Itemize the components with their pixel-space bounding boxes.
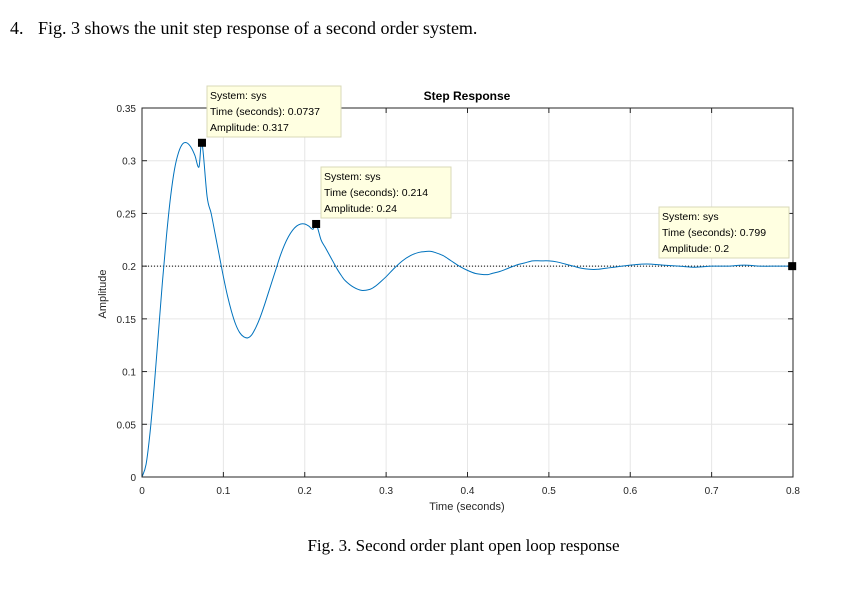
chart-title: Step Response bbox=[424, 89, 511, 103]
y-tick-label: 0.05 bbox=[117, 420, 137, 431]
axes bbox=[141, 107, 794, 478]
question-body: Fig. 3 shows the unit step response of a… bbox=[38, 18, 478, 38]
x-tick-label: 0.1 bbox=[216, 486, 230, 497]
datatip-marker bbox=[197, 138, 206, 147]
datatip-line: System: sys bbox=[210, 90, 267, 102]
x-tick-label: 0.5 bbox=[542, 486, 556, 497]
x-tick-label: 0.4 bbox=[461, 486, 475, 497]
datatip-box bbox=[206, 85, 342, 138]
step-response-chart: 0 0.1 0.2 0.3 0.4 0.5 0.6 0.7 0.8 0 0.05 0.1 0.15 0.2… bbox=[97, 85, 801, 513]
datatip-box bbox=[658, 206, 790, 259]
y-tick-label: 0.25 bbox=[117, 209, 137, 220]
x-tick-label: 0.6 bbox=[623, 486, 637, 497]
x-tick-label: 0 bbox=[139, 486, 145, 497]
y-axis-label: Amplitude bbox=[97, 270, 109, 319]
x-tick-label: 0.7 bbox=[705, 486, 719, 497]
figure-caption: Fig. 3. Second order plant open loop res… bbox=[307, 536, 620, 555]
datatip-line: System: sys bbox=[662, 211, 719, 223]
x-tick-label: 0.3 bbox=[379, 486, 393, 497]
step-response-curve bbox=[141, 141, 795, 478]
x-axis-label: Time (seconds) bbox=[429, 501, 504, 513]
datatip-line: Amplitude: 0.2 bbox=[662, 243, 729, 255]
y-tick-label: 0.1 bbox=[122, 368, 136, 379]
datatip-line: Time (seconds): 0.799 bbox=[662, 227, 766, 239]
grid bbox=[142, 108, 793, 477]
datatip-line: Time (seconds): 0.214 bbox=[324, 187, 428, 199]
x-tick-label: 0.2 bbox=[298, 486, 312, 497]
datatip-line: Amplitude: 0.24 bbox=[324, 203, 397, 215]
y-tick-label: 0.35 bbox=[117, 104, 137, 115]
datatip-line: Time (seconds): 0.0737 bbox=[210, 106, 320, 118]
datatip-box bbox=[320, 166, 452, 219]
datatip: System: sys Time (seconds): 0.799 Amplitud… bbox=[658, 206, 797, 271]
datatip-marker bbox=[312, 219, 321, 228]
question-text: 4. Fig. 3 shows the unit step response of… bbox=[10, 18, 477, 39]
datatip-line: System: sys bbox=[324, 171, 381, 183]
tick-labels: 0 0.1 0.2 0.3 0.4 0.5 0.6 0.7 0.8 0 0.05 0.1 0.15 0.2… bbox=[117, 104, 801, 497]
y-tick-label: 0.15 bbox=[117, 315, 137, 326]
question-number: 4. bbox=[10, 18, 24, 38]
datatip-marker bbox=[788, 262, 797, 271]
datatip-line: Amplitude: 0.317 bbox=[210, 122, 289, 134]
curve-layer bbox=[141, 141, 795, 478]
y-tick-label: 0.3 bbox=[122, 157, 136, 168]
datatip: System: sys Time (seconds): 0.0737 Amplitu… bbox=[197, 85, 342, 147]
y-tick-label: 0.2 bbox=[122, 262, 136, 273]
datatips: System: sys Time (seconds): 0.0737 Amplitu… bbox=[197, 85, 797, 271]
x-tick-label: 0.8 bbox=[786, 486, 800, 497]
y-tick-label: 0 bbox=[130, 473, 136, 484]
datatip: System: sys Time (seconds): 0.214 Amplitud… bbox=[312, 166, 452, 228]
